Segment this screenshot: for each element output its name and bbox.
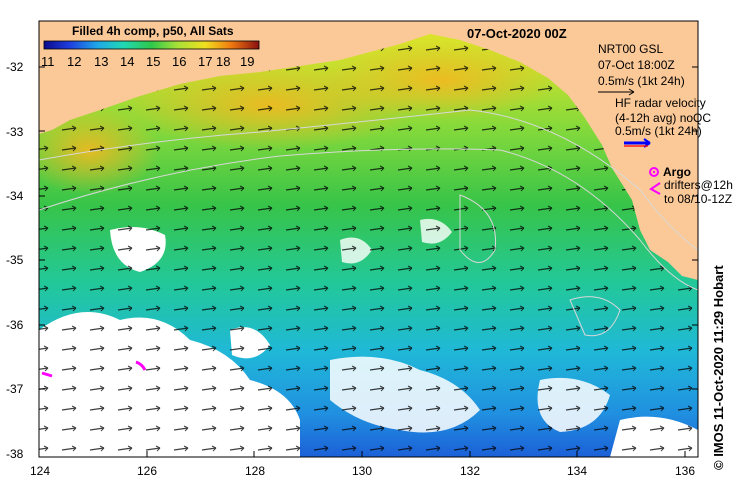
colorbar-ticks: 11 12 13 14 15 16 17 18 19 xyxy=(41,54,254,69)
lon-tick: 130 xyxy=(352,464,372,478)
lon-tick: 128 xyxy=(245,464,265,478)
colorbar-tick: 15 xyxy=(146,54,160,69)
drifters-label: drifters@12h xyxy=(664,178,733,192)
colorbar-tick: 14 xyxy=(120,54,134,69)
hf-radar-title: HF radar velocity xyxy=(615,96,706,110)
x-axis: 124 126 128 130 132 134 136 xyxy=(30,464,695,478)
lat-tick: -38 xyxy=(6,447,24,461)
colorbar-tick: 11 xyxy=(41,54,55,69)
colorbar-tick: 16 xyxy=(172,54,186,69)
argo-label: Argo xyxy=(663,165,691,179)
lon-tick: 136 xyxy=(675,464,695,478)
credit-text: © IMOS 11-Oct-2020 11:29 Hobart xyxy=(711,265,726,470)
drifters-window: to 08/10-12Z xyxy=(664,192,732,206)
drifter-track xyxy=(135,360,147,371)
gsl-time: 07-Oct 18:00Z xyxy=(598,58,675,72)
colorbar-tick: 18 xyxy=(216,54,230,69)
lon-tick: 126 xyxy=(137,464,157,478)
colorbar-tick: 17 xyxy=(198,54,212,69)
lon-tick: 134 xyxy=(567,464,587,478)
lat-tick: -36 xyxy=(6,318,24,332)
colorbar-title: Filled 4h comp, p50, All Sats xyxy=(72,24,234,38)
legend: NRT00 GSL 07-Oct 18:00Z 0.5m/s (1kt 24h)… xyxy=(598,42,733,206)
y-axis: -32 -33 -34 -35 -36 -37 -38 xyxy=(6,60,24,461)
colorbar-tick: 13 xyxy=(94,54,108,69)
map-title: 07-Oct-2020 00Z xyxy=(467,26,567,41)
bathymetry-contours xyxy=(39,109,698,337)
lat-tick: -34 xyxy=(6,189,24,203)
lat-tick: -35 xyxy=(6,253,24,267)
hf-radar-scale: 0.5m/s (1kt 24h) xyxy=(615,124,702,138)
lat-tick: -37 xyxy=(6,382,24,396)
gsl-scale: 0.5m/s (1kt 24h) xyxy=(598,74,685,88)
lon-tick: 132 xyxy=(460,464,480,478)
colorbar-tick: 19 xyxy=(240,54,254,69)
colorbar-tick: 12 xyxy=(67,54,81,69)
argo-icon xyxy=(649,167,659,177)
hf-radar-subtitle: (4-12h avg) noQC xyxy=(615,111,711,125)
map-canvas xyxy=(39,21,698,457)
drifter-icon xyxy=(649,182,661,195)
colorbar xyxy=(43,40,260,50)
gsl-title: NRT00 GSL xyxy=(598,42,663,56)
lat-tick: -33 xyxy=(6,125,24,139)
lat-tick: -32 xyxy=(6,60,24,74)
drifter-track xyxy=(41,371,53,378)
lon-tick: 124 xyxy=(30,464,50,478)
